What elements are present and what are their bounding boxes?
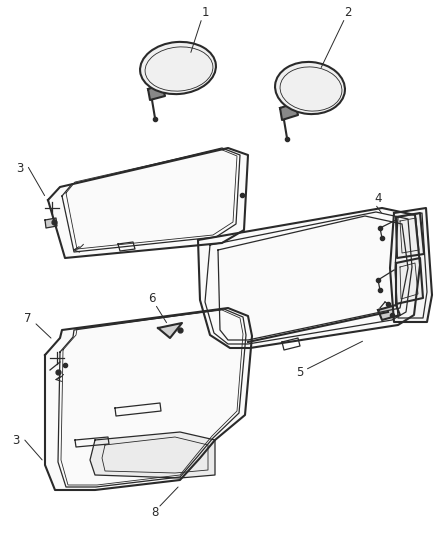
Polygon shape <box>280 103 298 120</box>
Text: 2: 2 <box>344 5 352 19</box>
Ellipse shape <box>140 42 216 94</box>
Polygon shape <box>390 208 432 322</box>
Polygon shape <box>45 218 57 228</box>
Text: 7: 7 <box>24 311 32 325</box>
Polygon shape <box>158 323 182 338</box>
Text: 3: 3 <box>12 433 20 447</box>
Polygon shape <box>396 213 424 258</box>
Ellipse shape <box>275 62 345 114</box>
Text: 3: 3 <box>16 161 24 174</box>
Polygon shape <box>148 85 165 100</box>
Polygon shape <box>90 432 215 478</box>
Text: 4: 4 <box>374 191 382 205</box>
Polygon shape <box>198 208 420 348</box>
Polygon shape <box>45 308 252 490</box>
Polygon shape <box>396 258 423 304</box>
Text: 5: 5 <box>297 366 304 378</box>
Text: 1: 1 <box>201 5 209 19</box>
Polygon shape <box>48 148 248 258</box>
Text: 6: 6 <box>148 292 156 304</box>
Polygon shape <box>378 305 400 320</box>
Text: 8: 8 <box>151 505 159 519</box>
